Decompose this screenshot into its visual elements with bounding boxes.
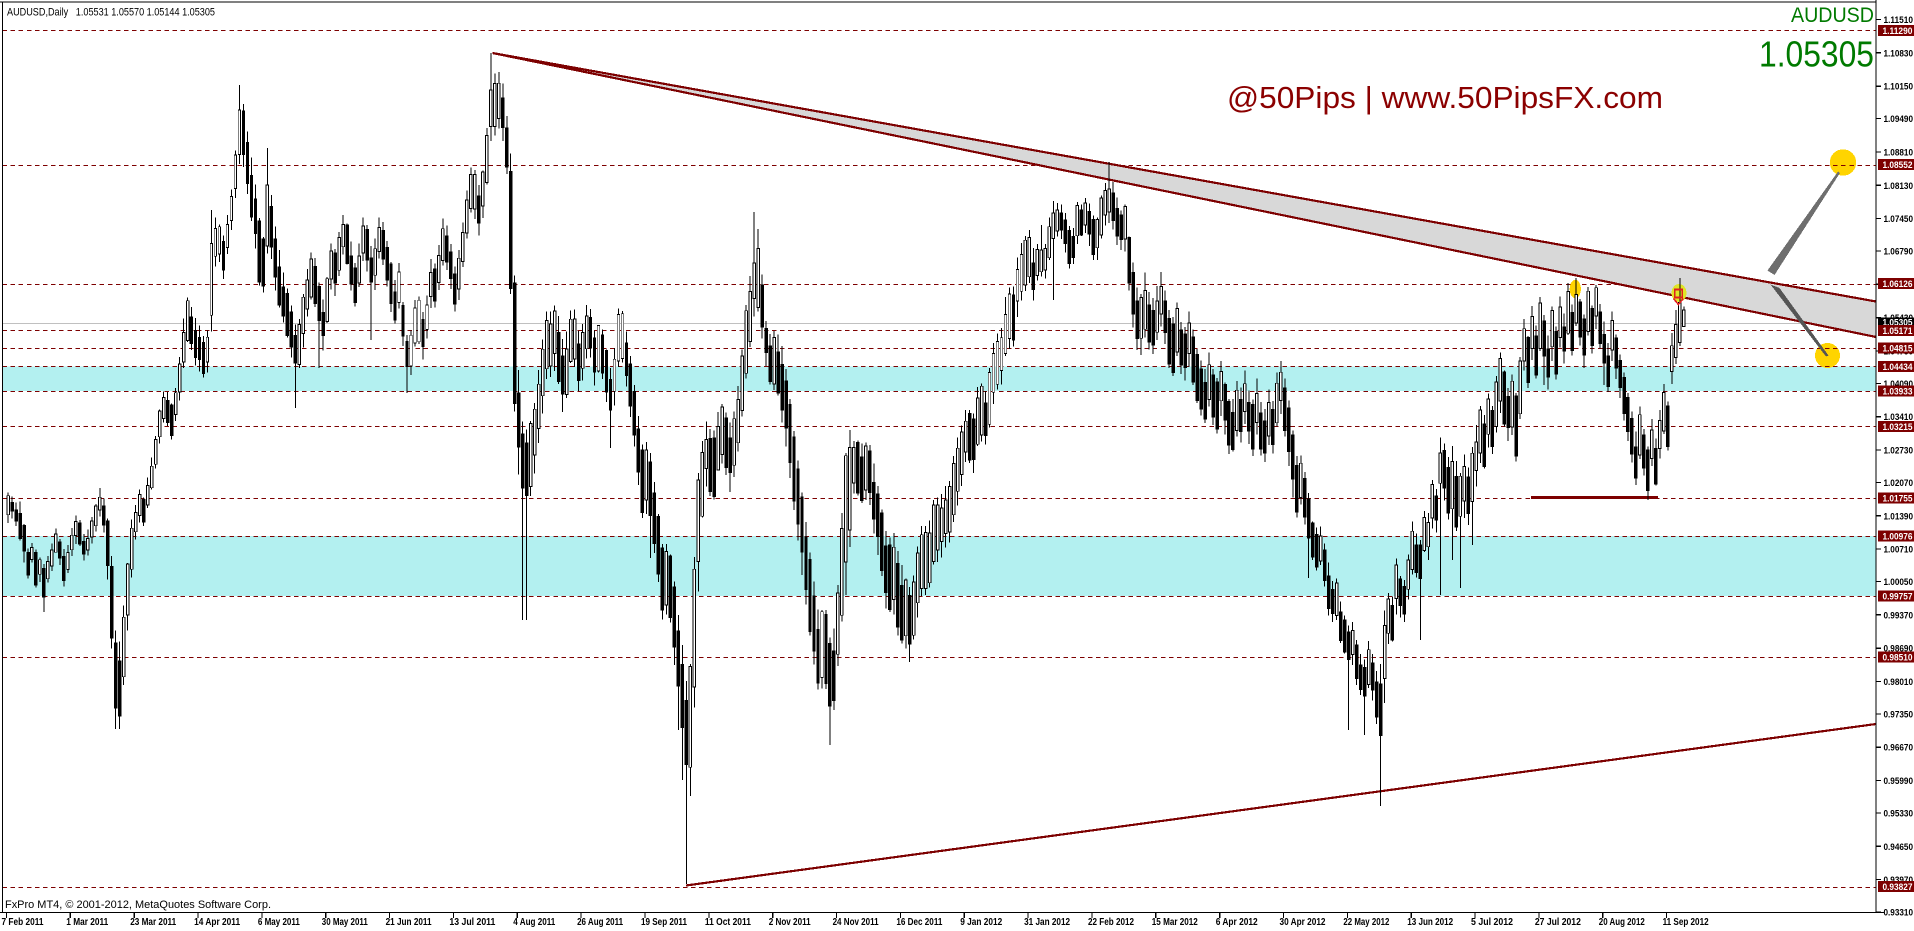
svg-text:1.01755: 1.01755 (1883, 493, 1914, 504)
svg-text:11 Sep 2012: 11 Sep 2012 (1663, 917, 1709, 928)
svg-text:0.93310: 0.93310 (1884, 908, 1914, 919)
svg-text:6 Apr 2012: 6 Apr 2012 (1216, 917, 1258, 928)
svg-text:1.05305: 1.05305 (1759, 34, 1874, 75)
svg-text:1.02070: 1.02070 (1884, 478, 1914, 489)
svg-text:6 May 2011: 6 May 2011 (258, 917, 300, 928)
svg-text:1.10830: 1.10830 (1884, 48, 1914, 59)
svg-text:1.02730: 1.02730 (1884, 446, 1914, 457)
svg-text:1.08130: 1.08130 (1884, 181, 1914, 192)
svg-text:1.05171: 1.05171 (1883, 326, 1914, 337)
svg-text:1.04434: 1.04434 (1883, 362, 1914, 373)
svg-text:1.03933: 1.03933 (1883, 387, 1913, 398)
svg-text:0.93970: 0.93970 (1884, 875, 1914, 886)
svg-text:13 Jul 2011: 13 Jul 2011 (449, 917, 495, 928)
svg-text:23 Mar 2011: 23 Mar 2011 (130, 917, 176, 928)
svg-text:5 Jul 2012: 5 Jul 2012 (1471, 917, 1513, 928)
svg-text:11 Oct 2011: 11 Oct 2011 (705, 917, 751, 928)
svg-text:22 May 2012: 22 May 2012 (1343, 917, 1389, 928)
svg-text:0.94650: 0.94650 (1884, 842, 1914, 853)
svg-text:21 Jun 2011: 21 Jun 2011 (386, 917, 432, 928)
svg-text:AUDUSD: AUDUSD (1791, 4, 1874, 27)
svg-text:0.93827: 0.93827 (1883, 882, 1913, 893)
svg-text:1.07450: 1.07450 (1884, 214, 1914, 225)
svg-text:14 Apr 2011: 14 Apr 2011 (194, 917, 240, 928)
svg-text:1.01390: 1.01390 (1884, 511, 1914, 522)
svg-text:1.00050: 1.00050 (1884, 577, 1914, 588)
svg-text:2 Nov 2011: 2 Nov 2011 (769, 917, 811, 928)
svg-text:7 Feb 2011: 7 Feb 2011 (2, 917, 44, 928)
svg-text:1.00710: 1.00710 (1884, 545, 1914, 556)
svg-text:1.08810: 1.08810 (1884, 147, 1914, 158)
svg-text:1.09490: 1.09490 (1884, 114, 1914, 125)
svg-text:1.06790: 1.06790 (1884, 247, 1914, 258)
svg-text:26 Aug 2011: 26 Aug 2011 (577, 917, 623, 928)
svg-text:1 Mar 2011: 1 Mar 2011 (66, 917, 108, 928)
svg-text:24 Nov 2011: 24 Nov 2011 (833, 917, 879, 928)
svg-text:27 Jul 2012: 27 Jul 2012 (1535, 917, 1581, 928)
svg-text:1.05305: 1.05305 (1883, 318, 1914, 329)
svg-text:30 Apr 2012: 30 Apr 2012 (1280, 917, 1326, 928)
svg-text:13 Jun 2012: 13 Jun 2012 (1407, 917, 1453, 928)
svg-text:0.97350: 0.97350 (1884, 709, 1914, 720)
svg-text:1.03215: 1.03215 (1883, 422, 1914, 433)
svg-text:1.04090: 1.04090 (1884, 379, 1914, 390)
svg-text:0.99370: 0.99370 (1884, 610, 1914, 621)
svg-text:22 Feb 2012: 22 Feb 2012 (1088, 917, 1134, 928)
svg-text:1.08552: 1.08552 (1883, 160, 1913, 171)
svg-text:1.04815: 1.04815 (1883, 343, 1914, 354)
svg-text:0.95990: 0.95990 (1884, 776, 1914, 787)
svg-text:@50Pips | www.50PipsFX.com: @50Pips | www.50PipsFX.com (1227, 80, 1663, 115)
svg-text:1.06126: 1.06126 (1883, 279, 1913, 290)
svg-text:1.00976: 1.00976 (1883, 532, 1913, 543)
svg-text:1.11510: 1.11510 (1884, 15, 1914, 26)
svg-text:0.99757: 0.99757 (1883, 591, 1913, 602)
svg-text:1.10150: 1.10150 (1884, 82, 1914, 93)
svg-text:0.95330: 0.95330 (1884, 808, 1914, 819)
svg-text:0.98510: 0.98510 (1883, 653, 1913, 664)
svg-text:16 Dec 2011: 16 Dec 2011 (896, 917, 942, 928)
svg-text:0.98690: 0.98690 (1884, 644, 1914, 655)
svg-text:1.11290: 1.11290 (1883, 26, 1913, 37)
svg-text:30 May 2011: 30 May 2011 (322, 917, 368, 928)
svg-text:19 Sep 2011: 19 Sep 2011 (641, 917, 687, 928)
svg-text:4 Aug 2011: 4 Aug 2011 (513, 917, 555, 928)
svg-text:0.96670: 0.96670 (1884, 743, 1914, 754)
svg-text:FxPro MT4, © 2001-2012, MetaQu: FxPro MT4, © 2001-2012, MetaQuotes Softw… (5, 899, 271, 911)
svg-text:31 Jan 2012: 31 Jan 2012 (1024, 917, 1070, 928)
svg-text:9 Jan 2012: 9 Jan 2012 (960, 917, 1002, 928)
svg-text:1.03410: 1.03410 (1884, 412, 1914, 423)
svg-text:0.98010: 0.98010 (1884, 677, 1914, 688)
svg-text:20 Aug 2012: 20 Aug 2012 (1599, 917, 1645, 928)
svg-text:AUDUSD,Daily 1.05531 1.05570: AUDUSD,Daily 1.05531 1.05570 1.05144 1.0… (7, 7, 215, 19)
svg-text:15 Mar 2012: 15 Mar 2012 (1152, 917, 1198, 928)
